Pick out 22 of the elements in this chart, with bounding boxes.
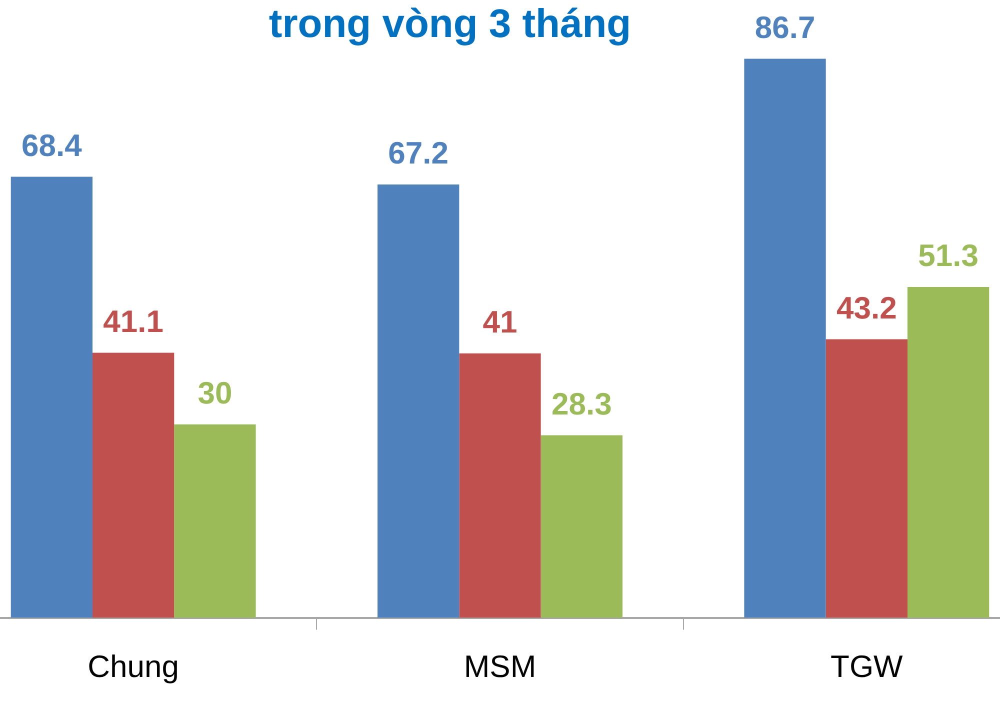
bar xyxy=(907,286,990,618)
data-label: 68.4 xyxy=(22,128,83,163)
bar xyxy=(10,176,93,618)
x-tick-label: MSM xyxy=(464,648,536,684)
data-label: 43.2 xyxy=(836,290,897,326)
data-label: 41.1 xyxy=(103,304,164,339)
bar xyxy=(826,339,908,618)
data-label: 30 xyxy=(198,375,232,410)
bar xyxy=(378,184,460,618)
bar xyxy=(459,353,541,618)
bar xyxy=(92,352,174,618)
data-label: 67.2 xyxy=(388,136,449,170)
bar xyxy=(174,424,256,618)
data-label: 51.3 xyxy=(918,238,978,274)
data-label: 86.7 xyxy=(754,10,816,45)
x-tick-label: TGW xyxy=(830,648,904,684)
data-label: 28.3 xyxy=(551,386,612,422)
bar xyxy=(744,58,826,618)
x-tick-label: Chung xyxy=(88,648,180,684)
chart-title: trong vòng 3 tháng xyxy=(268,2,632,46)
bar xyxy=(540,435,622,618)
data-label: 41 xyxy=(482,304,518,340)
